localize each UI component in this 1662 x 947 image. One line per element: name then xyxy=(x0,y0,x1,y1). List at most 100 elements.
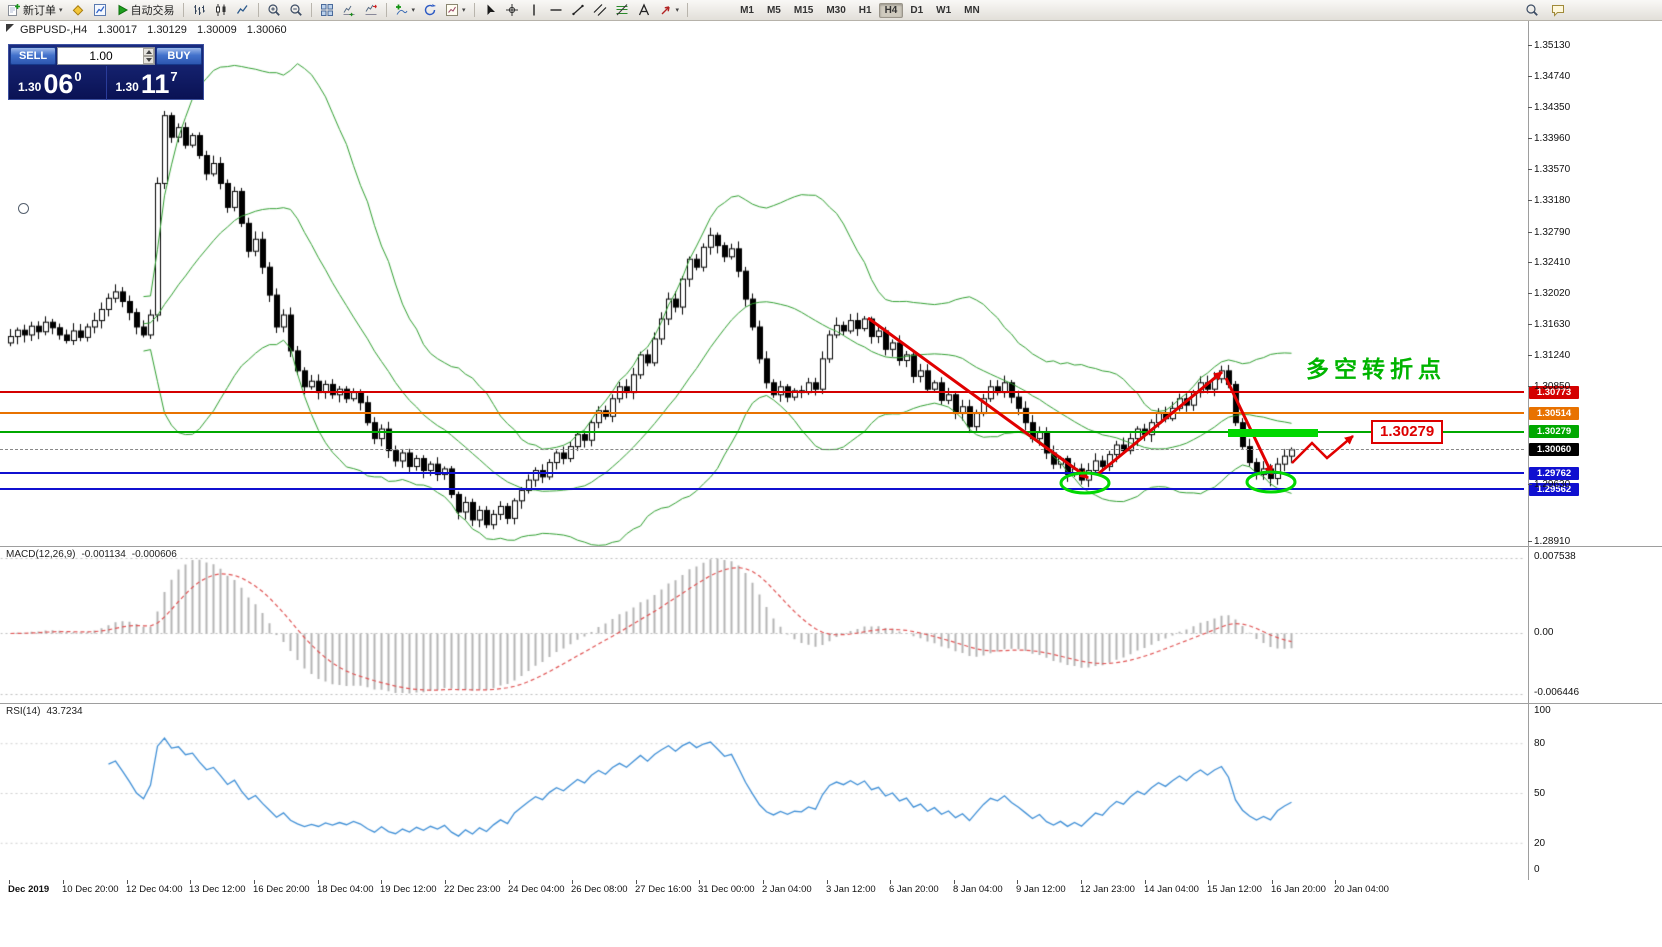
price-scale-tick xyxy=(1528,293,1532,294)
price-scale-label: 1.28910 xyxy=(1534,536,1571,547)
time-scale-label: 27 Dec 16:00 xyxy=(635,884,692,895)
fibonacci-icon xyxy=(615,3,629,17)
one-click-controls-row: SELL BUY xyxy=(9,45,203,66)
timeframe-h4-button[interactable]: H4 xyxy=(878,2,904,18)
price-scale-label: 1.29630 xyxy=(1534,478,1571,490)
macd-pane-divider[interactable] xyxy=(0,546,1662,547)
symbol-period-label: GBPUSD-,H4 xyxy=(20,24,88,36)
annotation-note-text[interactable]: 多空转折点 xyxy=(1306,356,1446,382)
sell-button[interactable]: SELL xyxy=(10,47,56,65)
timeframe-m30-button[interactable]: M30 xyxy=(826,4,846,16)
chart-ohlc-header: GBPUSD-,H4 1.30017 1.30129 1.30009 1.300… xyxy=(20,24,294,36)
volume-down-button[interactable] xyxy=(143,56,154,64)
timeframe-mn-button[interactable]: MN xyxy=(964,4,980,16)
templates-button[interactable]: ▾ xyxy=(441,1,470,20)
small-ellipse-object[interactable] xyxy=(18,203,29,214)
price-scale-tick xyxy=(1528,107,1532,109)
new-chart-button[interactable] xyxy=(89,1,111,20)
search-button[interactable] xyxy=(1521,1,1543,20)
text-button[interactable] xyxy=(633,1,655,20)
time-scale-label: 19 Dec 12:00 xyxy=(380,884,437,895)
channel-icon xyxy=(593,3,607,17)
trendline-button[interactable] xyxy=(567,1,589,20)
bar-chart-button[interactable] xyxy=(188,1,210,20)
macd-scale-label: 0.007538 xyxy=(1534,551,1576,562)
arrows-button[interactable]: ▾ xyxy=(655,1,684,20)
toolbar-separator xyxy=(473,3,475,17)
zoom-out-button[interactable] xyxy=(285,1,307,20)
time-scale-label: 8 Jan 04:00 xyxy=(953,884,1003,895)
time-scale-label: 6 Jan 20:00 xyxy=(889,884,939,895)
refresh-button[interactable] xyxy=(419,1,441,20)
price-scale-label: 1.32410 xyxy=(1534,256,1571,268)
time-scale-label: 9 Jan 12:00 xyxy=(1016,884,1066,895)
time-scale[interactable]: Dec 2019 10 Dec 20:00 12 Dec 04:00 13 Dec 1… xyxy=(0,880,1662,947)
fibonacci-button[interactable] xyxy=(611,1,633,20)
comments-button[interactable] xyxy=(1547,1,1569,20)
price-scale-tick xyxy=(1528,169,1532,171)
volume-up-button[interactable] xyxy=(143,48,154,56)
macd-scale-label: -0.006446 xyxy=(1534,687,1580,698)
buy-button[interactable]: BUY xyxy=(156,47,202,65)
chart-shift-button[interactable] xyxy=(360,1,382,20)
chart-shift-icon xyxy=(364,3,378,17)
autotrading-button[interactable]: 自动交易 xyxy=(111,1,179,20)
rsi-scale-label: 80 xyxy=(1534,738,1546,750)
ask-price-display[interactable]: 1.30 11 7 xyxy=(107,66,204,100)
cursor-button[interactable] xyxy=(479,1,501,20)
price-callout-label[interactable]: 1.30279 xyxy=(1371,420,1444,444)
toolbar-separator xyxy=(182,3,184,17)
rsi-pane-divider[interactable] xyxy=(0,703,1662,704)
horizontal-line-button[interactable] xyxy=(545,1,567,20)
time-scale-tick xyxy=(763,880,764,884)
price-scale-label: 1.34350 xyxy=(1534,102,1571,114)
price-scale[interactable]: 1.30773 1.30514 1.30279 1.29762 1.29562 1.300… xyxy=(1528,0,1662,947)
one-click-toggle-icon[interactable] xyxy=(6,24,14,32)
auto-scroll-button[interactable] xyxy=(338,1,360,20)
time-scale-tick xyxy=(572,880,573,884)
time-scale-tick xyxy=(636,880,637,884)
toolbar-right-group xyxy=(1521,1,1569,20)
timeframe-d1-button[interactable]: D1 xyxy=(910,4,924,16)
macd-scale-label: 0.00 xyxy=(1534,627,1554,638)
timeframe-w1-button[interactable]: W1 xyxy=(936,4,952,16)
chevron-down-icon: ▾ xyxy=(675,7,680,14)
timeframe-m5-button[interactable]: M5 xyxy=(766,4,781,16)
time-scale-label: 31 Dec 00:00 xyxy=(698,884,755,895)
price-scale-label: 1.34740 xyxy=(1534,71,1571,83)
bid-big-digits: 06 xyxy=(43,69,74,99)
new-order-button[interactable]: 新订单 ▾ xyxy=(3,1,67,20)
vertical-line-button[interactable] xyxy=(523,1,545,20)
channel-button[interactable] xyxy=(589,1,611,20)
candle-chart-button[interactable] xyxy=(210,1,232,20)
crosshair-button[interactable] xyxy=(501,1,523,20)
zoom-in-button[interactable] xyxy=(263,1,285,20)
line-chart-button[interactable] xyxy=(232,1,254,20)
time-scale-tick xyxy=(318,880,319,884)
timeframe-m15-button[interactable]: M15 xyxy=(793,4,814,16)
price-scale-tick xyxy=(1528,45,1532,46)
price-scale-divider[interactable] xyxy=(1528,20,1529,880)
time-scale-tick xyxy=(127,880,128,884)
time-scale-tick xyxy=(1272,880,1273,884)
new-chart-icon xyxy=(93,3,107,17)
toolbar-separator xyxy=(385,3,387,17)
bid-price-display[interactable]: 1.30 06 0 xyxy=(9,66,107,100)
zoom-in-icon xyxy=(267,3,281,17)
volume-input[interactable] xyxy=(57,47,155,65)
timeframe-h1-button[interactable]: H1 xyxy=(858,4,872,16)
new-order-label: 新订单 xyxy=(23,5,56,17)
metaeditor-button[interactable] xyxy=(67,1,89,20)
tile-windows-button[interactable] xyxy=(316,1,338,20)
price-scale-tick xyxy=(1528,541,1532,542)
indicators-button[interactable]: ▾ xyxy=(391,1,420,20)
macd-name: MACD(12,26,9) xyxy=(6,549,76,560)
price-scale-tick xyxy=(1528,138,1532,140)
time-scale-label: 26 Dec 08:00 xyxy=(571,884,628,895)
timeframe-m1-button[interactable]: M1 xyxy=(740,4,754,16)
price-scale-label: 1.33180 xyxy=(1534,195,1571,207)
